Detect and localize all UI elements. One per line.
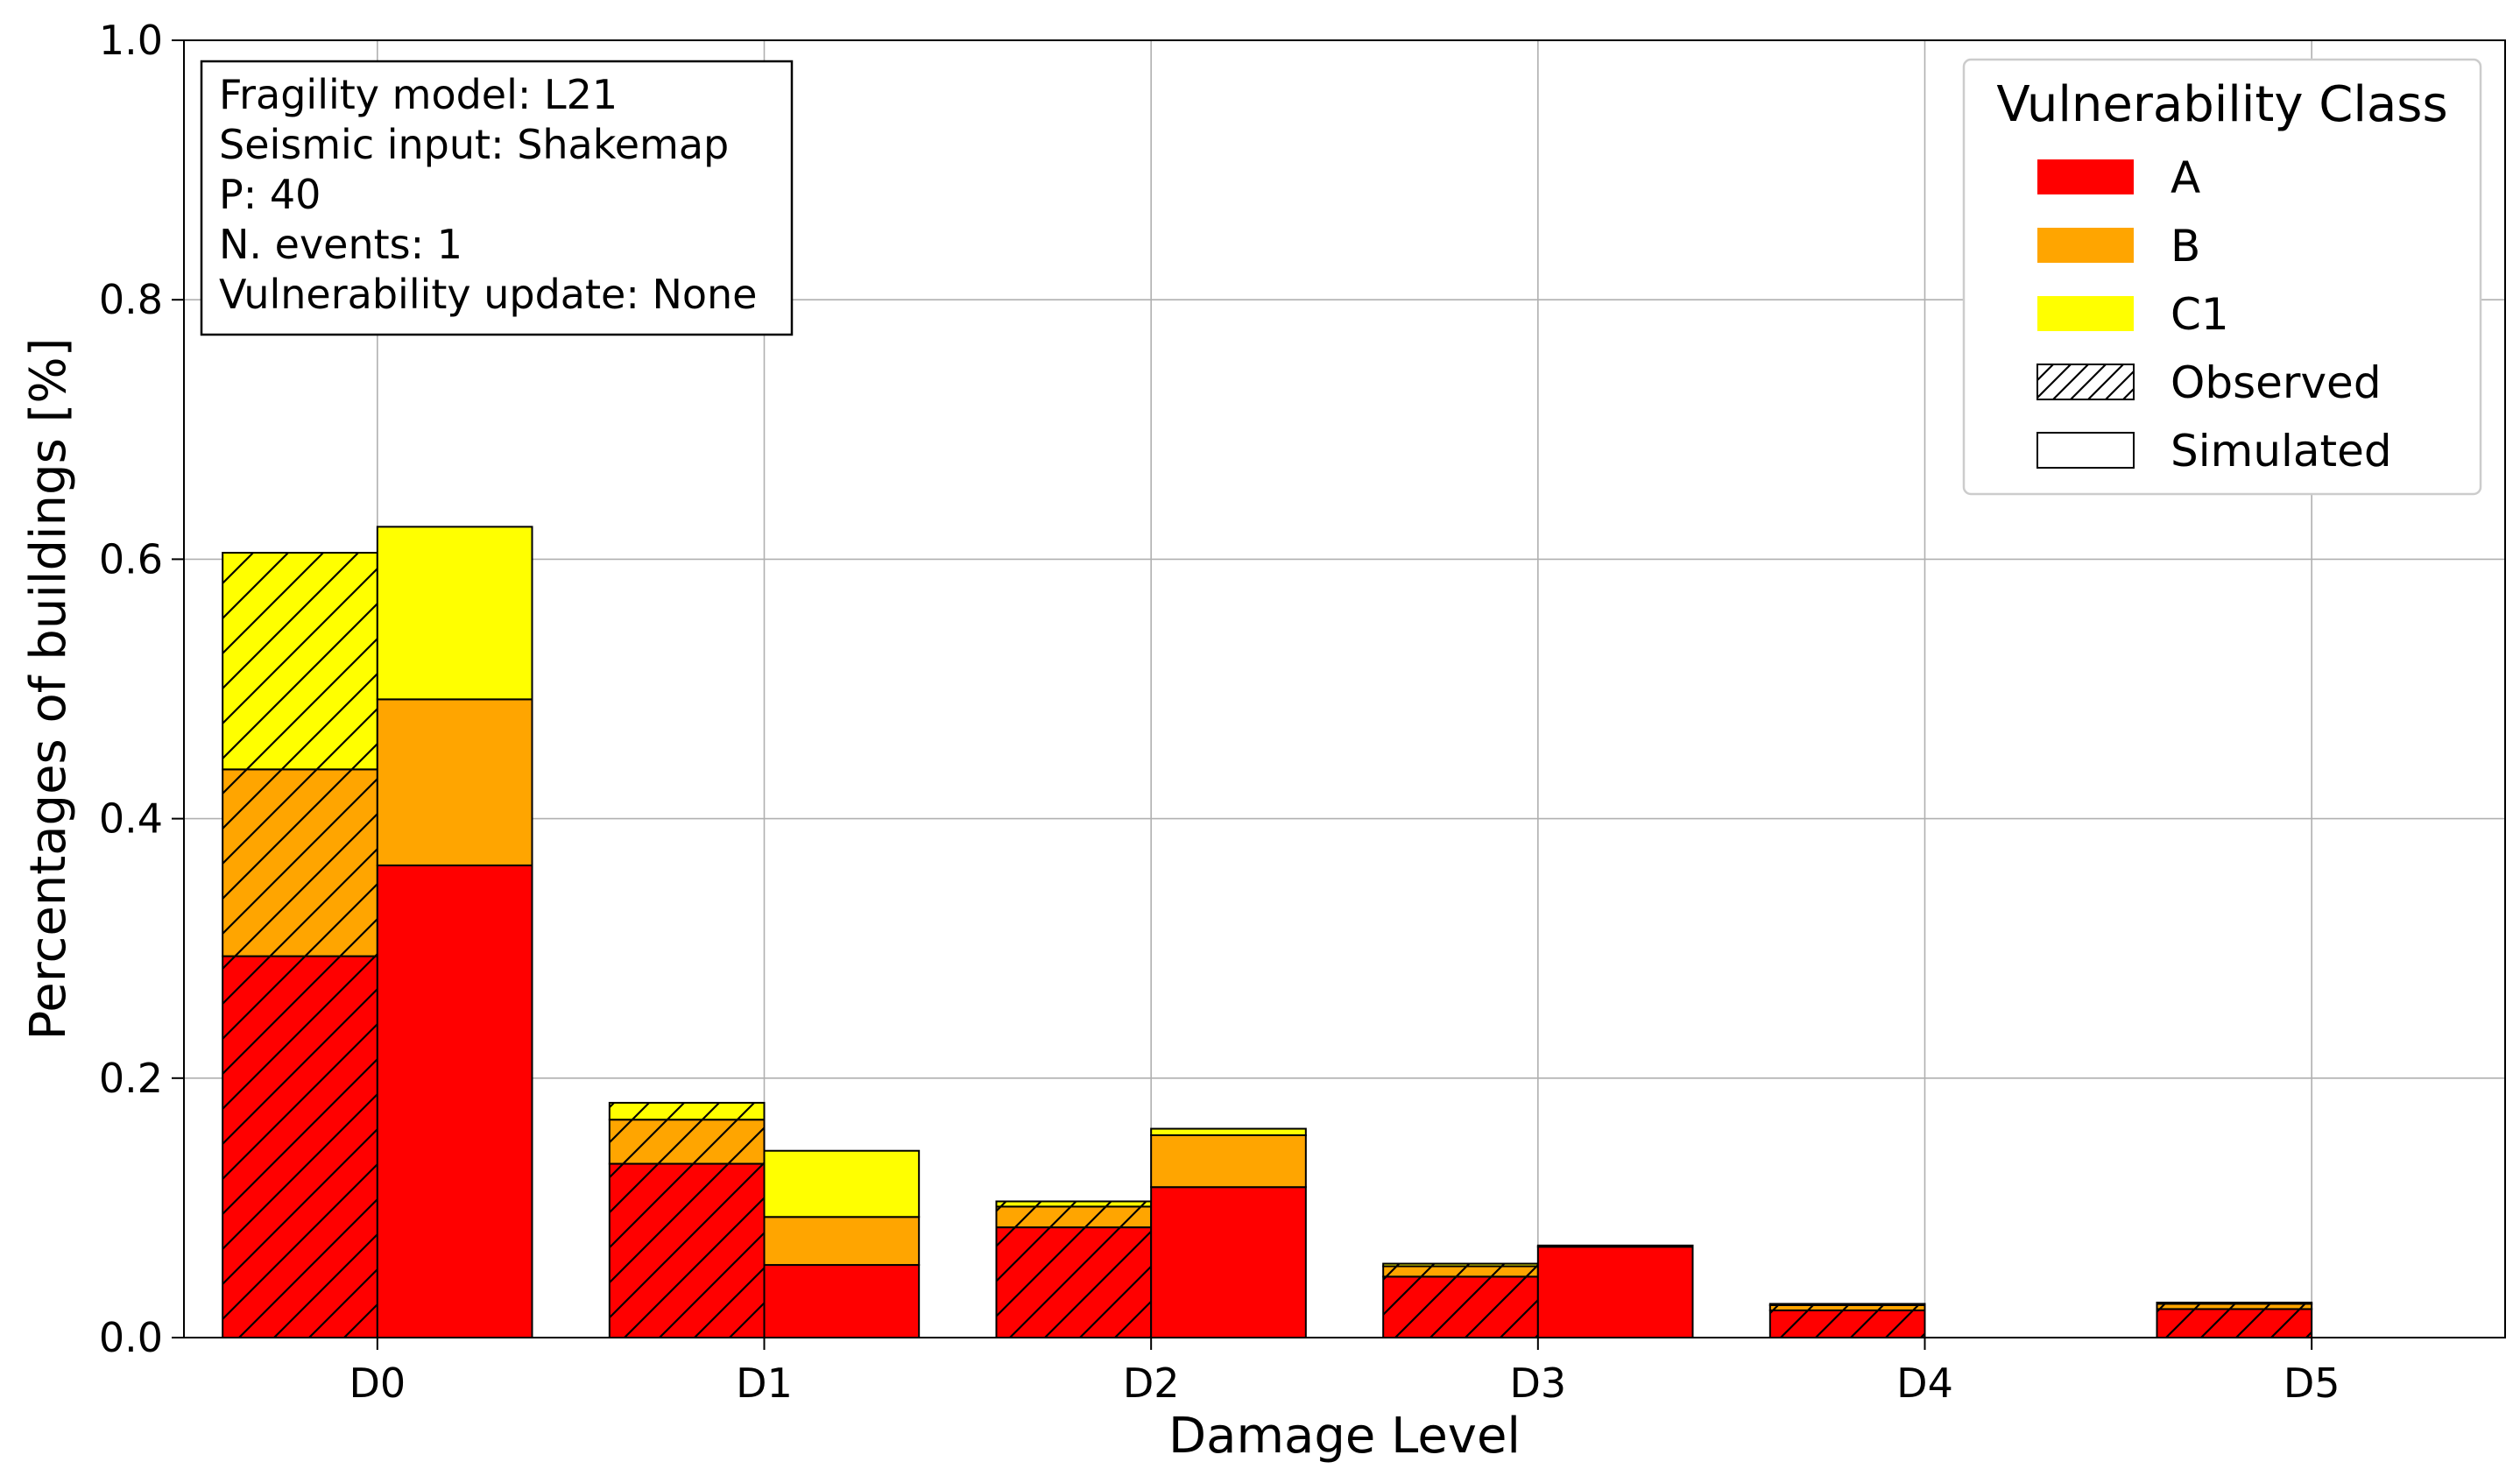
legend-swatch-a [2037, 159, 2134, 194]
bar-simulated-a-d1 [763, 1264, 921, 1338]
bar-simulated-b-d0 [376, 698, 533, 866]
legend-swatch-c1 [2037, 296, 2134, 331]
legend-label-a: A [2171, 152, 2200, 203]
legend: Vulnerability Class AB C1 Observed Simulate… [1962, 58, 2482, 496]
legend-label-b: B [2171, 221, 2200, 272]
bar-simulated-c1-d2 [1150, 1127, 1307, 1136]
y-tick-label: 1.0 [99, 17, 163, 64]
y-tick-label: 0.4 [99, 795, 163, 843]
info-line-n-events: N. events: 1 [219, 221, 462, 268]
info-box-frame [200, 60, 794, 336]
axis-ticks: 0.0 0.2 0.4 0.6 0.8 1.0 D0 D1 D2 D3 D4 D5 [99, 17, 2340, 1407]
bar-hatch-c1-d2 [996, 1201, 1152, 1207]
plot-frame [183, 39, 2506, 1338]
y-axis-title: Percentages of buildings [%] [20, 338, 77, 1041]
x-tick-label-d2: D2 [1123, 1359, 1180, 1407]
legend-entries: AB C1 Observed Simulated [2036, 152, 2392, 477]
legend-label-c1: C1 [2171, 289, 2229, 340]
y-tick-label: 0.2 [99, 1055, 163, 1102]
bar-hatch-b-d5 [2156, 1303, 2312, 1310]
legend-label-simulated: Simulated [2171, 426, 2392, 477]
legend-swatch-b [2037, 228, 2134, 263]
bar-hatch-a-d0 [222, 956, 378, 1338]
x-tick-label-d4: D4 [1896, 1359, 1953, 1407]
x-tick-label-d1: D1 [736, 1359, 793, 1407]
bar-hatch-b-d2 [996, 1206, 1152, 1228]
bar-hatch-a-d3 [1383, 1276, 1538, 1338]
bar-hatch-b-d1 [609, 1119, 765, 1164]
bar-simulated-c1-d1 [763, 1149, 921, 1218]
bar-hatch-b-d4 [1769, 1304, 1925, 1310]
info-line-seismic-input: Seismic input: Shakemap [219, 121, 729, 168]
x-axis-title: Damage Level [1168, 1408, 1521, 1465]
info-line-fragility-model: Fragility model: L21 [219, 71, 618, 118]
bar-hatch-a-d4 [1769, 1310, 1925, 1338]
info-line-vulnerability-update: Vulnerability update: None [219, 271, 757, 318]
info-line-p: P: 40 [219, 171, 321, 218]
legend-swatch-simulated [2036, 432, 2135, 469]
y-tick-label: 0.0 [99, 1314, 163, 1361]
bar-simulated-c1-d0 [376, 526, 533, 701]
legend-hatch-observed [2037, 364, 2134, 399]
bar-hatch-c1-d1 [609, 1102, 765, 1120]
bar-hatch-a-d2 [996, 1227, 1152, 1338]
legend-title: Vulnerability Class [1996, 76, 2447, 133]
bar-hatch-a-d5 [2156, 1309, 2312, 1338]
x-tick-label-d5: D5 [2284, 1359, 2340, 1407]
bar-hatch-c1-d4 [1769, 1303, 1925, 1305]
y-tick-label: 0.6 [99, 535, 163, 583]
bar-simulated-a-d2 [1150, 1186, 1307, 1338]
bars [222, 526, 2313, 1339]
bar-hatch-a-d1 [609, 1163, 765, 1338]
bar-hatch-c1-d3 [1383, 1263, 1538, 1267]
bar-simulated-a-d3 [1536, 1246, 1694, 1338]
bar-hatch-c1-d0 [222, 552, 378, 770]
bar-hatch-b-d0 [222, 769, 378, 957]
y-tick-label: 0.8 [99, 276, 163, 323]
info-box: Fragility model: L21 Seismic input: Shak… [200, 60, 794, 336]
bar-simulated-b-d2 [1150, 1133, 1307, 1189]
bar-simulated-b-d1 [763, 1216, 921, 1267]
bar-hatch-b-d3 [1383, 1266, 1538, 1277]
legend-label-observed: Observed [2171, 357, 2382, 408]
x-tick-label-d0: D0 [349, 1359, 406, 1407]
x-tick-label-d3: D3 [1509, 1359, 1566, 1407]
bar-simulated-a-d0 [376, 864, 533, 1338]
